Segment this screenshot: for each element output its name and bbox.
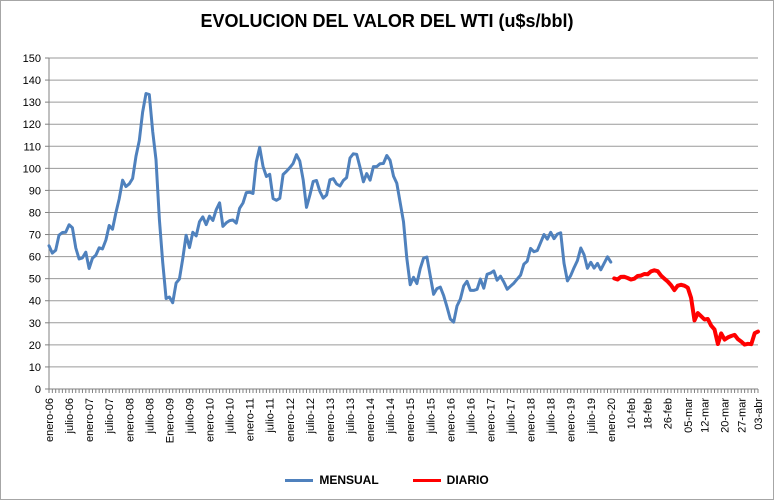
x-axis-label: enero-17	[485, 398, 497, 442]
x-axis-label: enero-18	[526, 398, 538, 442]
y-axis-label: 60	[29, 252, 41, 264]
x-axis-label: enero-16	[445, 398, 457, 442]
x-axis-label: julio-06	[64, 398, 76, 434]
y-axis-label: 110	[23, 141, 41, 153]
mensual-line-swatch	[285, 478, 314, 482]
x-axis-label: enero-13	[325, 398, 337, 442]
y-axis-label: 80	[29, 207, 41, 219]
legend-label-mensual: MENSUAL	[319, 473, 379, 487]
mensual-line	[47, 92, 613, 324]
diario-line	[612, 268, 760, 347]
x-axis-label: 27-mar	[736, 398, 748, 433]
y-axis-label: 10	[29, 362, 41, 374]
x-axis-label: enero-14	[365, 398, 377, 442]
x-axis-label: julio-12	[305, 398, 317, 434]
x-axis-label: enero-07	[84, 398, 96, 442]
y-axis-label: 30	[29, 318, 41, 330]
x-axis-label: julio-11	[265, 398, 277, 434]
legend-item-mensual: MENSUAL	[285, 473, 379, 487]
y-axis-label: 70	[29, 230, 41, 242]
y-axis-label: 150	[23, 53, 41, 65]
x-axis-label: 12-mar	[699, 398, 711, 433]
y-axis-label: 90	[29, 185, 41, 197]
x-axis-label: enero-08	[124, 398, 136, 442]
x-axis-label: julio-13	[345, 398, 357, 434]
y-axis-label: 40	[29, 296, 41, 308]
x-axis-label: 20-mar	[720, 398, 732, 433]
y-axis-label: 140	[23, 75, 41, 87]
x-axis-label: julio-15	[425, 398, 437, 434]
y-axis-label: 0	[35, 384, 41, 396]
x-axis-label: julio-10	[225, 398, 237, 434]
chart-legend: MENSUAL DIARIO	[1, 473, 773, 487]
y-axis-label: 20	[29, 340, 41, 352]
y-axis-label: 120	[23, 119, 41, 131]
x-axis-label: julio-08	[144, 398, 156, 434]
x-axis-label: julio-18	[546, 398, 558, 434]
y-axis-label: 130	[23, 97, 41, 109]
x-axis-label: enero-20	[606, 398, 618, 442]
x-axis-label: enero-15	[405, 398, 417, 442]
y-axis-label: 50	[29, 274, 41, 286]
x-axis-label: enero-12	[285, 398, 297, 442]
x-axis-label: Enero-09	[164, 398, 176, 443]
x-axis-label: 03-abr	[753, 398, 765, 430]
x-axis-label: julio-09	[184, 398, 196, 434]
x-axis-label: 05-mar	[683, 398, 695, 433]
legend-label-diario: DIARIO	[446, 473, 489, 487]
x-axis-label: enero-06	[44, 398, 56, 442]
x-axis-label: julio-07	[104, 398, 116, 434]
x-axis-label: julio-14	[385, 398, 397, 434]
x-axis-label: enero-11	[245, 398, 257, 441]
y-axis-label: 100	[23, 163, 41, 175]
x-axis-label: julio-17	[506, 398, 518, 434]
x-axis-label: enero-10	[205, 398, 217, 442]
legend-item-diario: DIARIO	[412, 473, 489, 487]
x-axis-label: julio-16	[465, 398, 477, 434]
x-axis-label: 18-feb	[643, 398, 655, 429]
x-axis-label: julio-19	[586, 398, 598, 434]
diario-line-swatch	[412, 478, 441, 482]
x-axis-label: 10-feb	[626, 398, 638, 429]
x-axis-label: enero-19	[566, 398, 578, 442]
x-axis-label: 26-feb	[663, 398, 675, 429]
chart-title: EVOLUCION DEL VALOR DEL WTI (u$s/bbl)	[200, 11, 574, 31]
